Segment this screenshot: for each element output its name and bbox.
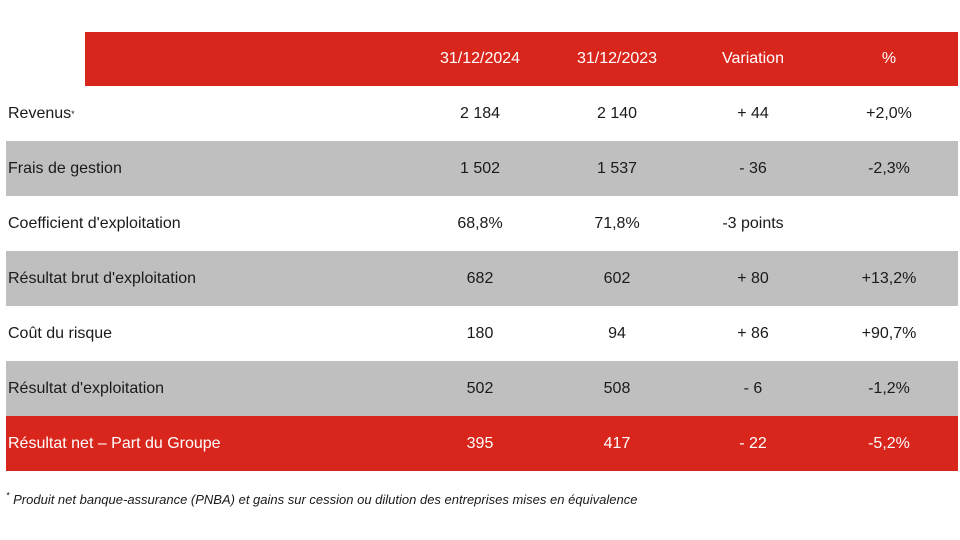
header-corner-blank [6,32,85,86]
table-header: 31/12/2024 31/12/2023 Variation % [6,32,958,86]
value-percent: +90,7% [861,324,917,342]
footnote-text: Produit net banque-assurance (PNBA) et g… [9,492,638,507]
table-row-resultat-brut: Résultat brut d'exploitation 682 602 + 8… [6,251,958,306]
row-label: Revenus * [8,104,75,122]
value-variation: + 44 [737,104,769,122]
footnote-marker: * [6,490,10,501]
value-percent: +13,2% [861,269,917,287]
value-2023: 94 [608,324,626,342]
table-row-resultat-net: Résultat net – Part du Groupe 395 417 - … [6,416,958,471]
value-variation: -3 points [722,214,784,232]
value-2024: 395 [466,434,494,452]
value-2023: 508 [603,379,631,397]
value-percent: -2,3% [868,159,910,177]
value-percent: -1,2% [868,379,910,397]
table-row-coefficient: Coefficient d'exploitation 68,8% 71,8% -… [6,196,958,251]
value-2023: 1 537 [596,159,638,177]
table-row-resultat-exploitation: Résultat d'exploitation 502 508 - 6 -1,2… [6,361,958,416]
table-row-cout-du-risque: Coût du risque 180 94 + 86 +90,7% [6,306,958,361]
row-label: Résultat d'exploitation [8,379,165,397]
row-label: Résultat net – Part du Groupe [8,434,221,452]
header-2023: 31/12/2023 [576,50,658,67]
value-2023: 602 [603,269,631,287]
row-label: Frais de gestion [8,159,122,177]
table-row-frais-de-gestion: Frais de gestion 1 502 1 537 - 36 -2,3% [6,141,958,196]
value-percent: +2,0% [866,104,912,122]
value-2024: 502 [466,379,494,397]
value-percent [819,196,959,251]
value-2024: 68,8% [457,214,503,232]
header-percent: % [881,50,897,67]
value-variation: + 80 [737,269,769,287]
value-variation: - 36 [739,159,767,177]
row-label: Coefficient d'exploitation [8,214,181,232]
value-2023: 417 [603,434,631,452]
value-variation: + 86 [737,324,769,342]
value-2024: 682 [466,269,494,287]
row-label: Résultat brut d'exploitation [8,269,197,287]
value-percent: -5,2% [868,434,910,452]
value-variation: - 6 [743,379,763,397]
value-2023: 71,8% [594,214,640,232]
value-2024: 1 502 [459,159,501,177]
header-variation: Variation [722,50,784,67]
header-2024: 31/12/2024 [439,50,521,67]
row-label: Coût du risque [8,324,113,342]
table-row-revenus: Revenus * 2 184 2 140 + 44 +2,0% [6,86,958,141]
value-2024: 2 184 [459,104,501,122]
value-variation: - 22 [739,434,767,452]
results-table: 31/12/2024 31/12/2023 Variation % Revenu… [6,32,958,471]
value-2023: 2 140 [596,104,638,122]
footnote: * Produit net banque-assurance (PNBA) et… [6,490,638,507]
value-2024: 180 [466,324,494,342]
